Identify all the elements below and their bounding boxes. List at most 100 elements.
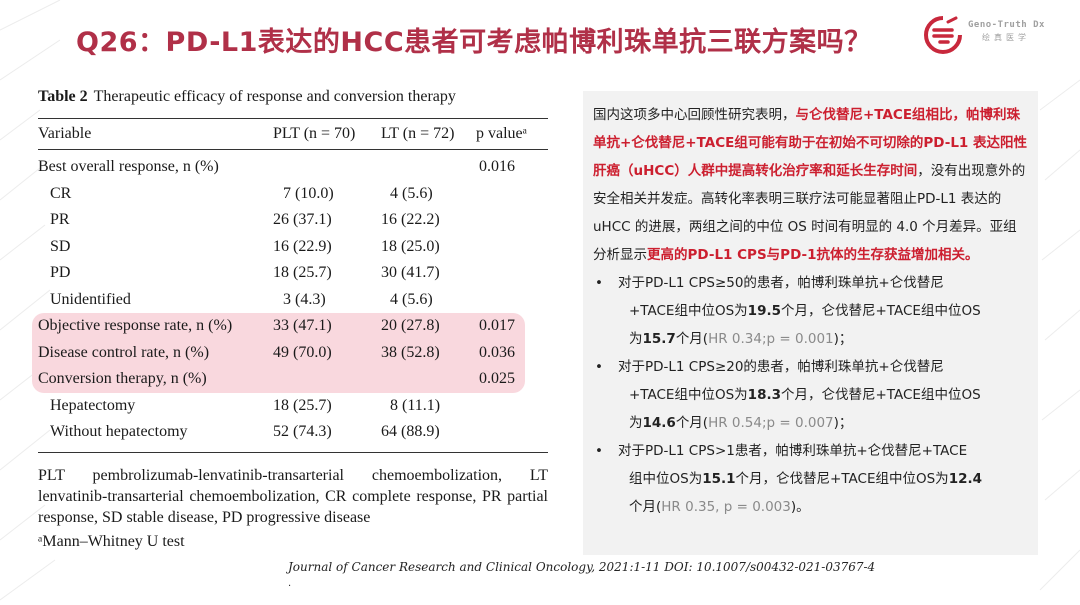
bullet-line: 为14.6个月(HR 0.54;p = 0.007)； [618, 409, 1028, 437]
bullet-line: 组中位OS为15.1个月，仑伐替尼+TACE组中位OS为12.4 [618, 465, 1028, 493]
table-row: Unidentified 3 (4.3) 4 (5.6) [38, 287, 548, 314]
lt-value: 4 (5.6) [390, 290, 433, 308]
lt-value: 30 (41.7) [381, 264, 440, 281]
bullet-dot: • [595, 443, 603, 459]
os-value: 12.4 [948, 471, 982, 487]
os-value: 19.5 [747, 303, 781, 319]
table-caption: Table 2 Therapeutic efficacy of response … [38, 88, 548, 110]
bullet-item: • 对于PD-L1 CPS>1患者，帕博利珠单抗+仑伐替尼+TACE 组中位OS… [593, 437, 1028, 521]
os-value: 15.1 [702, 471, 736, 487]
table-row: Objective response rate, n (%) 33 (47.1)… [38, 313, 548, 340]
bullet-text: 个月，仑伐替尼+TACE组中位OS为 [735, 471, 949, 487]
plt-value: 18 (25.7) [273, 396, 332, 414]
test-note: ᵃMann–Whitney U test [38, 532, 185, 550]
p-value: 0.017 [479, 317, 515, 334]
summary-highlight: 与仑伐替尼+TACE组相比，帕博利珠单抗+仑伐替尼+TACE组可能有助于在初始不… [593, 107, 1028, 179]
plt-value: 3 (4.3) [283, 290, 326, 308]
highlight-box [32, 313, 525, 393]
row-label: Without hepatectomy [50, 423, 188, 440]
table-row: PR 26 (37.1) 16 (22.2) [38, 207, 548, 234]
bullet-text: 个月( [629, 499, 662, 515]
table-caption-label: Table 2 [38, 88, 88, 105]
bullet-text: )。 [790, 499, 810, 515]
lt-value: 16 (22.2) [381, 211, 440, 228]
brand-logo: Geno-Truth Dx 绘真医学 [922, 12, 1072, 62]
efficacy-table: Table 2 Therapeutic efficacy of response … [32, 88, 548, 552]
bullet-text: +TACE组中位OS为 [629, 303, 748, 319]
table-row: Disease control rate, n (%) 49 (70.0) 38… [38, 340, 548, 367]
table-caption-text: Therapeutic efficacy of response and con… [93, 88, 456, 105]
bullet-text: +TACE组中位OS为 [629, 387, 748, 403]
bullet-item: • 对于PD-L1 CPS≥20的患者，帕博利珠单抗+仑伐替尼 +TACE组中位… [593, 353, 1028, 437]
bullet-text: )； [833, 331, 853, 347]
summary-paragraph: 国内这项多中心回顾性研究表明，与仑伐替尼+TACE组相比，帕博利珠单抗+仑伐替尼… [593, 101, 1028, 269]
hazard-ratio: HR 0.35, p = 0.003 [661, 499, 791, 515]
bullet-text: 个月( [675, 331, 709, 347]
lt-value: 64 (88.9) [381, 423, 440, 440]
plt-value: 7 (10.0) [283, 184, 334, 202]
os-value: 15.7 [642, 331, 676, 347]
summary-panel: 国内这项多中心回顾性研究表明，与仑伐替尼+TACE组相比，帕博利珠单抗+仑伐替尼… [583, 91, 1038, 555]
bullet-item: • 对于PD-L1 CPS≥50的患者，帕博利珠单抗+仑伐替尼 +TACE组中位… [593, 269, 1028, 353]
highlighted-rows: Objective response rate, n (%) 33 (47.1)… [32, 313, 548, 393]
table-row: PD 18 (25.7) 30 (41.7) [38, 260, 548, 287]
bullet-dot: • [595, 275, 603, 291]
table-row: Without hepatectomy 52 (74.3) 64 (88.9) [38, 419, 548, 446]
p-value: 0.036 [479, 343, 515, 361]
summary-text: 国内这项多中心回顾性研究表明， [593, 107, 796, 123]
table-row: Conversion therapy, n (%) 0.025 [38, 366, 548, 393]
plt-value: 16 (22.9) [273, 237, 332, 255]
p-value: 0.025 [479, 370, 515, 387]
column-header: LT (n = 72) [381, 125, 455, 142]
logo-mark-icon [924, 16, 962, 54]
bullet-text: 对于PD-L1 CPS≥50的患者，帕博利珠单抗+仑伐替尼 [618, 275, 944, 291]
bullet-text: 为 [629, 415, 643, 431]
bullet-text: 为 [629, 331, 643, 347]
row-label: PD [50, 264, 71, 281]
lt-value: 38 (52.8) [381, 343, 440, 361]
table-footnote: PLT pembrolizumab-lenvatinib-transarteri… [38, 465, 548, 552]
table-row: Hepatectomy 18 (25.7) 8 (11.1) [38, 393, 548, 420]
bullet-text: 个月( [675, 415, 709, 431]
row-label: Conversion therapy, n (%) [38, 370, 207, 387]
page-title: Q26：PD-L1表达的HCC患者可考虑帕博利珠单抗三联方案吗？ [76, 27, 872, 58]
column-header: Variable [38, 125, 92, 142]
bullet-line: 个月(HR 0.35, p = 0.003)。 [618, 493, 1028, 521]
hazard-ratio: HR 0.54;p = 0.007 [708, 415, 834, 431]
table-bottom-rule [38, 451, 548, 453]
summary-text: ，没有出现意外的安全相关并发症。高转化率表明三联疗法可能显著阻止PD-L1 表达… [593, 163, 1026, 263]
row-label: PR [50, 211, 70, 228]
os-value: 18.3 [747, 387, 781, 403]
bullet-text: 个月，仑伐替尼+TACE组中位OS [780, 387, 981, 403]
row-label: SD [50, 237, 71, 255]
table-row: Best overall response, n (%) 0.016 [38, 154, 548, 181]
bullet-text: 对于PD-L1 CPS≥20的患者，帕博利珠单抗+仑伐替尼 [618, 359, 944, 375]
plt-value: 52 (74.3) [273, 423, 332, 440]
row-label: Hepatectomy [50, 396, 136, 414]
os-value: 14.6 [642, 415, 676, 431]
row-label: CR [50, 184, 72, 202]
bullet-line: 为15.7个月(HR 0.34;p = 0.001)； [618, 325, 1028, 353]
plt-value: 18 (25.7) [273, 264, 332, 281]
lt-value: 20 (27.8) [381, 317, 440, 334]
lt-value: 8 (11.1) [390, 396, 441, 414]
plt-value: 26 (37.1) [273, 211, 332, 228]
bullet-text: )； [833, 415, 853, 431]
row-label: Best overall response, n (%) [38, 158, 219, 175]
plt-value: 33 (47.1) [273, 317, 332, 334]
table-row: CR 7 (10.0) 4 (5.6) [38, 181, 548, 208]
table-top-rule [38, 118, 548, 119]
table-header-rule [38, 149, 548, 150]
bullet-text: 对于PD-L1 CPS>1患者，帕博利珠单抗+仑伐替尼+TACE [618, 443, 968, 459]
column-header: PLT (n = 70) [273, 125, 356, 142]
p-value: 0.016 [479, 158, 515, 175]
plt-value: 49 (70.0) [273, 343, 332, 361]
logo-chinese: 绘真医学 [982, 33, 1030, 42]
table-row: SD 16 (22.9) 18 (25.0) [38, 234, 548, 261]
row-label: Objective response rate, n (%) [38, 317, 233, 334]
summary-highlight: 更高的PD-L1 CPS与PD-1抗体的生存获益增加相关。 [647, 247, 979, 263]
bullet-text: 组中位OS为 [629, 471, 703, 487]
bullet-line: +TACE组中位OS为19.5个月，仑伐替尼+TACE组中位OS [618, 297, 1028, 325]
lt-value: 4 (5.6) [390, 184, 433, 202]
row-label: Disease control rate, n (%) [38, 343, 210, 361]
